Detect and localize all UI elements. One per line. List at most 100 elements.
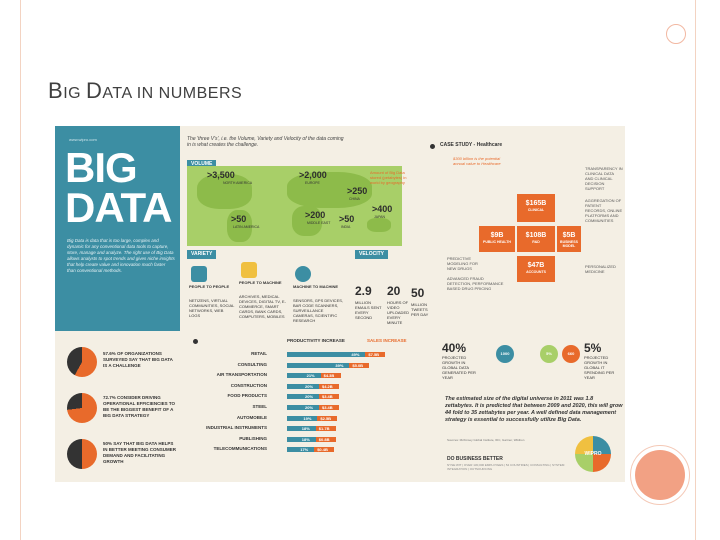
bar-label: RETAIL xyxy=(251,351,267,356)
three-vs-headline: The 'three V's', i.e. the Volume, Variet… xyxy=(187,136,344,148)
wipro-logo xyxy=(575,436,611,472)
healthcare-note-modeling: PREDICTIVE MODELING FOR NEW DRUGS xyxy=(447,256,478,271)
challenge-stat-2: 72.7% CONSIDER DRIVING OPERATIONAL EFFIC… xyxy=(103,395,176,418)
map-label-north-america: NORTH AMERICA xyxy=(223,181,253,185)
bar-label: CONSTRUCTION xyxy=(230,382,267,388)
challenge-stats: 57.6% OF ORGANIZATIONS SURVEYED SAY THAT… xyxy=(55,331,180,482)
bar-label: PUBLISHING xyxy=(239,435,267,441)
challenge-stat-1: 57.6% OF ORGANIZATIONS SURVEYED SAY THAT… xyxy=(103,351,173,368)
sales-bar xyxy=(315,426,336,432)
productivity-bar xyxy=(287,394,319,400)
growth-left-value: 40% xyxy=(442,341,467,355)
productivity-value: 39% xyxy=(335,362,344,368)
bar-label: STEEL xyxy=(252,404,267,409)
velocity-emails-label: MILLION EMAILS SENT EVERY SECOND xyxy=(355,300,382,320)
sales-value: $3.4B xyxy=(322,394,333,400)
sales-value: $1.7B xyxy=(318,426,330,432)
sales-bar xyxy=(319,405,339,410)
growth-panel: 40% PROJECTED GROWTH IN GLOBAL DATA GENE… xyxy=(440,341,620,391)
gear-icon xyxy=(295,266,311,282)
sales-value: $4.3B xyxy=(323,373,335,379)
map-continent xyxy=(197,174,252,209)
map-label-japan: JAPAN xyxy=(374,215,386,219)
sales-header: SALES INCREASE xyxy=(367,338,407,343)
variety-label: VARIETY xyxy=(187,250,217,259)
productivity-bar xyxy=(287,415,318,421)
productivity-bar xyxy=(287,383,319,389)
map-label-china: CHINA xyxy=(349,197,360,201)
map-continent xyxy=(287,172,372,208)
healthcare-note: $300 billion is the potential annual val… xyxy=(453,156,501,166)
growth-right-value: 5% xyxy=(584,341,602,355)
variety-machine-to-machine: MACHINE TO MACHINE xyxy=(293,284,339,289)
map-value-japan: >400 xyxy=(372,204,393,214)
productivity-header: PRODUCTIVITY INCREASE xyxy=(287,338,345,343)
sources-text: Sources: McKinsey Global Institute, IDC,… xyxy=(447,438,525,442)
slide-right-rule xyxy=(695,0,696,540)
healthcare-box-public-health: $9B PUBLIC HEALTH xyxy=(479,226,515,252)
productivity-value: 19% xyxy=(303,415,312,421)
volume-bullet xyxy=(193,339,198,344)
growth-badge-1: 1000 xyxy=(496,345,514,363)
case-study-bullet xyxy=(430,144,435,149)
volume-label: VOLUME xyxy=(187,160,217,169)
map-continent xyxy=(227,210,252,242)
variety-people-to-machine-desc: ARCHIVES, MEDICAL DEVICES, DIGITAL TV, E… xyxy=(239,294,286,319)
healthcare-note-clinical: TRANSPARENCY IN CLINICAL DATA AND CLINIC… xyxy=(585,166,623,191)
sales-value: $5.0B xyxy=(352,362,364,368)
productivity-value: 18% xyxy=(301,436,310,442)
footer-tagline: DO BUSINESS BETTER xyxy=(447,456,503,462)
map-label-india: INDIA xyxy=(341,225,351,229)
sales-bar xyxy=(317,415,338,421)
digital-universe-estimate: The estimated size of the digital univer… xyxy=(445,396,623,423)
map-value-europe: >2,000 xyxy=(299,170,327,180)
healthcare-note-records: AGGREGATION OF PATIENT RECORDS, ONLINE P… xyxy=(585,198,623,223)
bar-label: AUTOMOBILE xyxy=(236,414,267,420)
folder-icon xyxy=(241,262,257,278)
map-label-middle-east: MIDDLE EAST xyxy=(307,221,331,225)
case-study-heading: CASE STUDY - Healthcare xyxy=(440,142,503,148)
world-map: >3,500 NORTH AMERICA >2,000 EUROPE >250 … xyxy=(187,166,402,246)
healthcare-box-business-model: $5B BUSINESS MODEL xyxy=(557,226,581,252)
sales-bar xyxy=(319,394,339,400)
growth-right-text: PROJECTED GROWTH IN GLOBAL IT SPENDING P… xyxy=(584,355,615,380)
productivity-value: 21% xyxy=(306,373,315,379)
healthcare-note-fraud: ADVANCED FRAUD DETECTION, PERFORMANCE BA… xyxy=(447,276,504,291)
velocity-emails-value: 2.9 xyxy=(355,284,372,298)
productivity-value: 18% xyxy=(301,426,310,432)
healthcare-box-accounts: $47B ACCOUNTS xyxy=(517,256,555,282)
big-data-infographic: www.wipro.com BIG DATA Big Data is data … xyxy=(55,126,625,482)
productivity-bar xyxy=(287,362,350,368)
sales-bar xyxy=(320,373,341,379)
growth-badge-2: 5% xyxy=(540,345,558,363)
map-value-north-america: >3,500 xyxy=(207,170,235,180)
velocity-video-value: 20 xyxy=(387,284,401,298)
sales-value: $7.5B xyxy=(368,352,380,357)
footer-subtext: NYSE:WIT | OVER 130,000 EMPLOYEES | 54 C… xyxy=(447,463,565,471)
wipro-logo-text: WIPRO xyxy=(584,451,602,457)
sales-bar xyxy=(314,447,335,453)
sales-value: $0.4B xyxy=(317,447,328,453)
healthcare-box-clinical: $165B CLINICAL xyxy=(517,194,555,222)
bar-label: AIR TRANSPORTATION xyxy=(216,372,267,378)
sales-value: $0.8B xyxy=(318,436,330,442)
pie-chart-icon xyxy=(67,393,97,423)
sales-value: $4.2B xyxy=(322,383,333,389)
big-data-logo: BIG DATA xyxy=(65,144,172,231)
productivity-value: 20% xyxy=(305,383,314,389)
bar-label: CONSULTING xyxy=(237,361,267,367)
productivity-bar xyxy=(287,405,319,410)
intro-text: Big Data is data that is too large, comp… xyxy=(67,238,175,273)
variety-people-to-people-desc: NETIZENS, VIRTUAL COMMUNITIES, SOCIAL NE… xyxy=(189,298,235,318)
pie-chart-icon xyxy=(67,347,97,377)
map-note: Amount of Big Data stored (petabytes) in… xyxy=(370,170,407,185)
velocity-video-label: HOURS OF VIDEO UPLOADED EVERY MINUTE xyxy=(387,300,410,325)
map-value-india: >50 xyxy=(339,214,355,224)
slide-title: BIG DATA IN NUMBERS xyxy=(48,78,243,103)
productivity-bar xyxy=(287,373,321,379)
growth-badge-3: 660 xyxy=(562,345,580,363)
healthcare-box-rd: $108B R&D xyxy=(517,226,555,252)
decorative-circle-top xyxy=(666,24,686,44)
growth-left-text: PROJECTED GROWTH IN GLOBAL DATA GENERATE… xyxy=(442,355,476,380)
sidebar-url: www.wipro.com xyxy=(69,137,97,142)
